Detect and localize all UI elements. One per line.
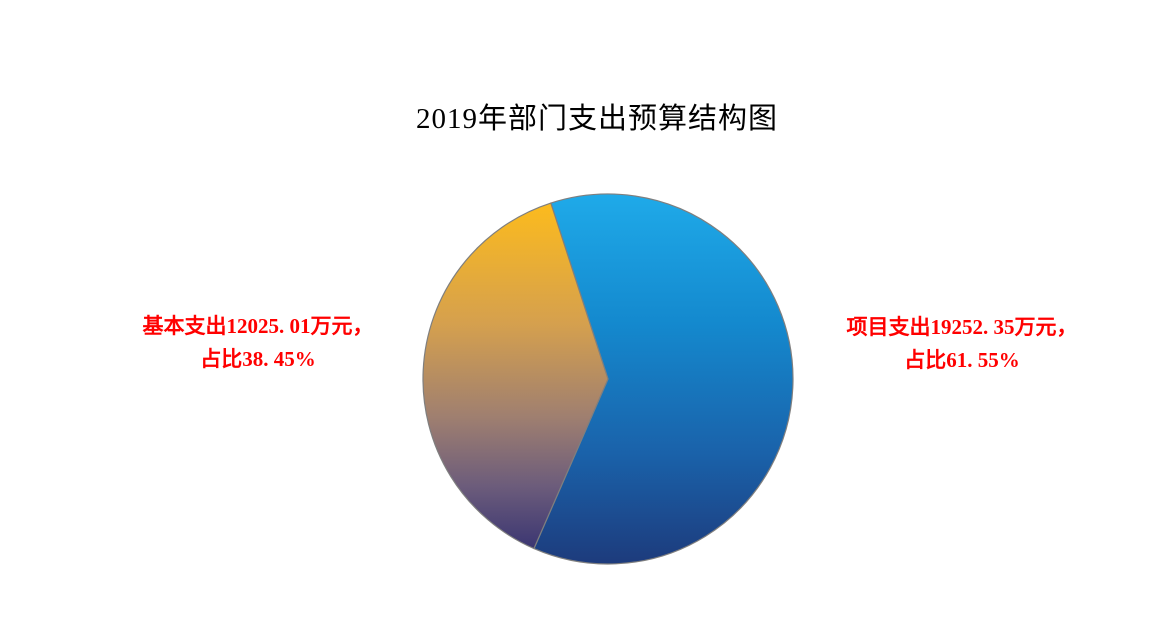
slice-label-project-expenditure: 项目支出19252. 35万元， 占比61. 55% [847, 311, 1078, 377]
slice-label-project-line2: 占比61. 55% [904, 348, 1020, 372]
pie-slice-project-expenditure [533, 193, 794, 565]
slice-label-basic-line1: 基本支出12025. 01万元， [142, 314, 374, 338]
slice-label-basic-line2: 占比38. 45% [200, 347, 316, 371]
slice-label-project-line1: 项目支出19252. 35万元， [846, 315, 1078, 339]
slice-label-basic-expenditure: 基本支出12025. 01万元， 占比38. 45% [143, 310, 374, 376]
pie-slice-basic-expenditure [422, 202, 609, 550]
chart-title: 2019年部门支出预算结构图 [415, 103, 779, 135]
